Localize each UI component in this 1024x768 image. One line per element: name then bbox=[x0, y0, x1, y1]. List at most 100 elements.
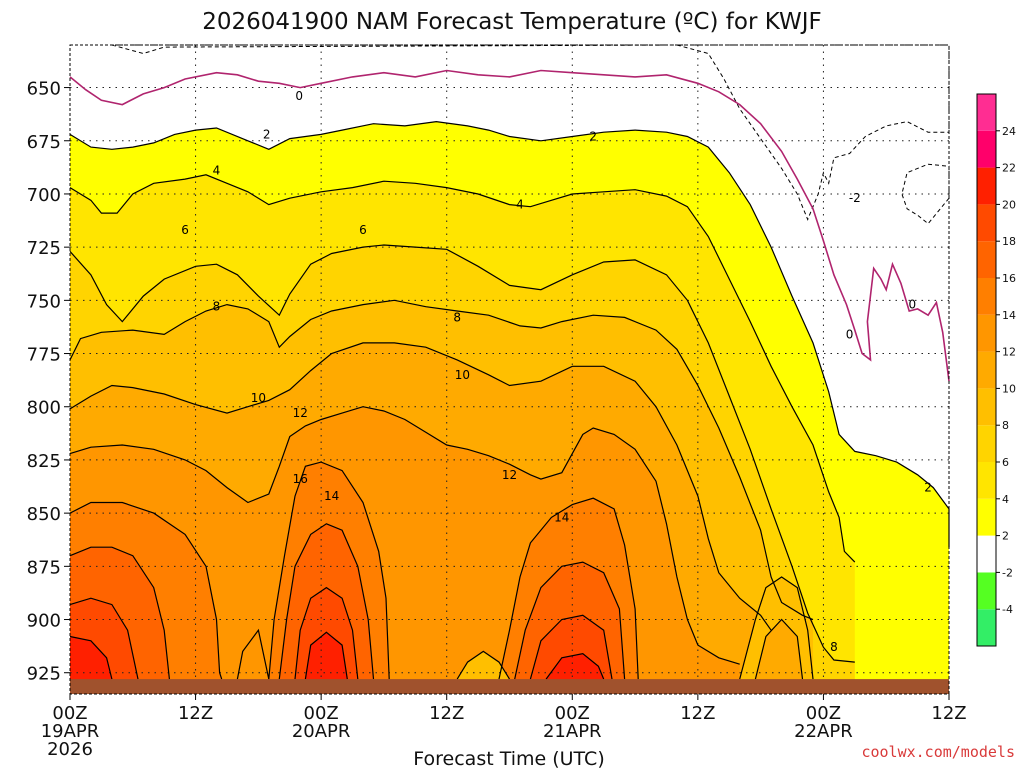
contour-18-14 bbox=[294, 586, 359, 680]
contour-20-18 bbox=[545, 652, 605, 680]
y-axis: 650 675 700 725 750 775 800 825 850 875 900 925 bbox=[27, 79, 70, 685]
x-tick-label: 12Z bbox=[178, 703, 213, 724]
x-tick-label: 12Z bbox=[429, 703, 464, 724]
contour-label: 8 bbox=[830, 640, 838, 654]
x-tick-label: 12Z bbox=[680, 703, 715, 724]
x-tick-label: 19APR bbox=[41, 721, 100, 742]
contour-20-16 bbox=[69, 635, 113, 680]
contour-label: 8 bbox=[213, 300, 221, 314]
contour-14-7 bbox=[69, 501, 223, 680]
colorbar-tick-label: -2 bbox=[1002, 566, 1013, 579]
colorbar-segment bbox=[977, 351, 996, 389]
contour-labels: 0 2 2 4 4 6 6 8 8 10 10 12 12 14 14 16 -2 0 0 2 8 bbox=[181, 89, 932, 654]
x-tick-label: 2026 bbox=[47, 739, 93, 760]
colorbar-tick-label: 18 bbox=[1002, 235, 1016, 248]
colorbar-segment bbox=[977, 278, 996, 315]
colorbar-segment bbox=[977, 462, 996, 499]
colorbar-segment bbox=[977, 130, 996, 168]
contour-label: 12 bbox=[502, 468, 517, 482]
colorbar-segment bbox=[977, 388, 996, 426]
colorbar-segment bbox=[977, 167, 996, 205]
contour-label: 4 bbox=[213, 164, 221, 178]
y-tick-label: 825 bbox=[27, 451, 61, 472]
contour-16-11 bbox=[278, 523, 375, 680]
band-12-22 bbox=[237, 630, 269, 694]
contour-label: 14 bbox=[324, 489, 339, 503]
contour-lines bbox=[69, 69, 950, 680]
x-tick-label: 00Z bbox=[304, 703, 339, 724]
contour-label: 14 bbox=[554, 510, 569, 524]
band-20-17 bbox=[305, 632, 348, 694]
y-tick-label: 925 bbox=[27, 664, 61, 685]
colorbar-tick-label: 4 bbox=[1002, 493, 1009, 506]
y-tick-label: 800 bbox=[27, 398, 61, 419]
contour-label: 2 bbox=[263, 127, 271, 141]
colorbar-segment bbox=[977, 314, 996, 352]
y-tick-label: 725 bbox=[27, 238, 61, 259]
contour-4-2 bbox=[69, 174, 856, 563]
temperature-bands bbox=[70, 121, 949, 695]
colorbar-segment bbox=[977, 241, 996, 278]
y-tick-label: 775 bbox=[27, 345, 61, 366]
contour-0-0 bbox=[69, 69, 950, 382]
y-tick-label: 900 bbox=[27, 611, 61, 632]
contour-14-8 bbox=[268, 461, 390, 680]
contour-16-12 bbox=[514, 561, 626, 680]
contour-18-13 bbox=[69, 597, 139, 680]
contour-label: 0 bbox=[846, 327, 854, 341]
plot-area: 0 2 2 4 4 6 6 8 8 10 10 12 12 14 14 16 -2 0 0 2 8 bbox=[69, 44, 950, 695]
y-tick-label: 875 bbox=[27, 557, 61, 578]
band-10-20 bbox=[755, 619, 803, 694]
colorbar-segment bbox=[977, 204, 996, 242]
contour-8-4 bbox=[69, 299, 814, 621]
contour-18-15 bbox=[529, 614, 613, 680]
colorbar-tick-label: 10 bbox=[1002, 382, 1016, 395]
colorbar-tick-label: 6 bbox=[1002, 456, 1009, 469]
contour-12-6 bbox=[69, 406, 740, 665]
contour-label: 8 bbox=[453, 310, 461, 324]
contour-16-10 bbox=[69, 546, 170, 680]
contour-2-1 bbox=[69, 120, 950, 548]
colorbar-tick-label: 24 bbox=[1002, 125, 1016, 138]
y-tick-label: 675 bbox=[27, 132, 61, 153]
contour-label: 0 bbox=[909, 298, 917, 312]
credit-link[interactable]: coolwx.com/models bbox=[861, 743, 1015, 761]
colorbar-tick-label: 20 bbox=[1002, 198, 1016, 211]
contour-label: -2 bbox=[849, 191, 861, 205]
ground-surface bbox=[70, 679, 949, 694]
colorbar-tick-label: 22 bbox=[1002, 162, 1016, 175]
colorbar-tick-label: 2 bbox=[1002, 530, 1009, 543]
x-tick-label: 20APR bbox=[292, 721, 351, 742]
plot-frame bbox=[69, 44, 950, 695]
contour-10-5 bbox=[69, 342, 772, 631]
x-tick-label: 22APR bbox=[794, 721, 853, 742]
contour-20-17 bbox=[304, 631, 348, 680]
y-tick-label: 850 bbox=[27, 504, 61, 525]
contour-label: 4 bbox=[516, 198, 524, 212]
contour-8-21 bbox=[456, 650, 511, 680]
contour-label: 12 bbox=[293, 406, 308, 420]
contour-label: 0 bbox=[295, 89, 303, 103]
x-tick-label: 00Z bbox=[555, 703, 590, 724]
x-tick-label: 00Z bbox=[52, 703, 87, 724]
contour-label: 10 bbox=[251, 391, 266, 405]
grid-lines bbox=[70, 45, 949, 694]
colorbar-segment bbox=[977, 609, 996, 646]
y-tick-label: 750 bbox=[27, 291, 61, 312]
contour-12-22 bbox=[236, 628, 270, 680]
contour-6-3 bbox=[69, 244, 855, 663]
colorbar-segment bbox=[977, 572, 996, 610]
colorbar-tick-label: 14 bbox=[1002, 309, 1016, 322]
colorbar-tick-label: -4 bbox=[1002, 603, 1013, 616]
colorbar-segment bbox=[977, 498, 996, 536]
x-axis-label: Forecast Time (UTC) bbox=[413, 748, 604, 768]
contour-label: 10 bbox=[455, 368, 470, 382]
cold-region-1 bbox=[901, 163, 950, 225]
x-tick-label: 12Z bbox=[931, 703, 966, 724]
colorbar-segment bbox=[977, 535, 996, 573]
contour-label: 6 bbox=[181, 223, 189, 237]
contour-label: 6 bbox=[359, 223, 367, 237]
colorbar-tick-label: 8 bbox=[1002, 419, 1009, 432]
